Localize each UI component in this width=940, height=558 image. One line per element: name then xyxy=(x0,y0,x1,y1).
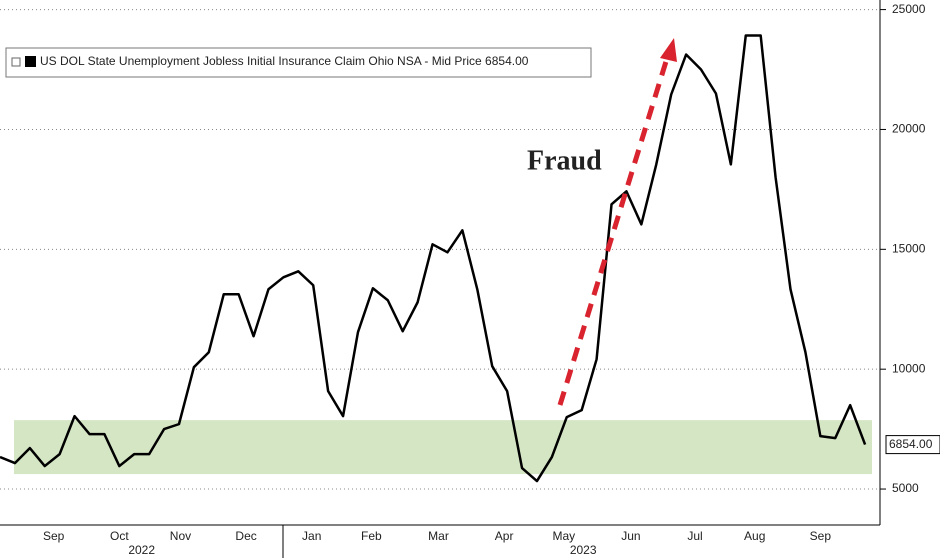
legend-box xyxy=(5,47,592,78)
annotation-arrowhead xyxy=(660,38,677,62)
legend-swatch xyxy=(25,56,36,67)
last-value-box xyxy=(885,435,940,455)
x-tick-label: Jun xyxy=(621,529,640,543)
highlight-band xyxy=(14,420,872,475)
x-tick-label: Mar xyxy=(428,529,449,543)
legend-toggle[interactable] xyxy=(11,57,21,67)
annotation: Fraud xyxy=(527,145,602,176)
x-tick-label: Aug xyxy=(744,529,765,543)
x-tick-label: Jul xyxy=(687,529,702,543)
x-tick-label: Nov xyxy=(170,529,191,543)
x-tick-label: Sep xyxy=(810,529,832,543)
x-tick-label: Oct xyxy=(110,529,129,543)
y-tick-label: 15000 xyxy=(892,241,926,255)
x-tick-label: Apr xyxy=(495,529,514,543)
x-tick-label: May xyxy=(552,529,575,543)
y-tick-label: 10000 xyxy=(892,361,926,375)
data-line xyxy=(0,34,867,483)
y-tick-label: 25000 xyxy=(892,2,926,16)
year-label: 2023 xyxy=(570,543,597,557)
x-tick-label: Dec xyxy=(235,529,256,543)
y-tick-label: 20000 xyxy=(892,122,926,136)
x-tick-label: Jan xyxy=(302,529,321,543)
year-label: 2022 xyxy=(128,543,155,557)
last-value-label: 6854.00 xyxy=(889,437,933,451)
x-tick-label: Sep xyxy=(43,529,65,543)
x-tick-label: Feb xyxy=(361,529,382,543)
legend-label: US DOL State Unemployment Jobless Initia… xyxy=(40,54,529,68)
annotation-arrow xyxy=(557,54,671,406)
y-tick-label: 5000 xyxy=(892,481,919,495)
